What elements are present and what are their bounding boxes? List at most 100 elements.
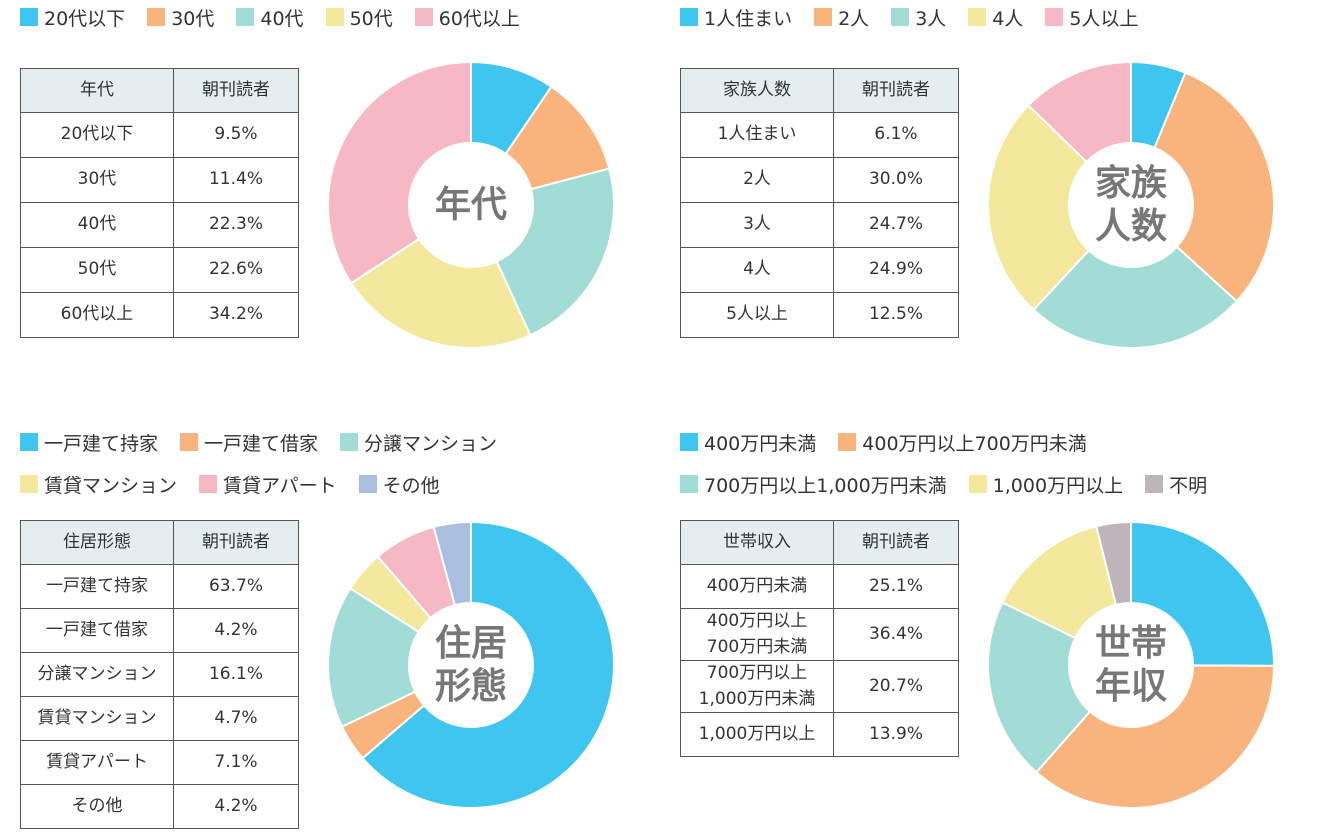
legend-item: 賃貸アパート (199, 471, 337, 497)
legend-item: 400万円未満 (680, 429, 816, 455)
table-row: 20代以下 9.5% (20, 112, 299, 158)
table-row: 一戸建て持家 63.7% (20, 564, 299, 609)
chart-panel: 1人住まい 2人 3人 4人 5人以上 家族人数 朝刊読者 1人住まい 6.1% 2人 30.0% 3… (680, 0, 1320, 410)
row-label: 一戸建て借家 (20, 608, 174, 653)
donut-slice (361, 520, 615, 809)
row-label: 賃貸マンション (20, 696, 174, 741)
row-label: 30代 (20, 157, 174, 203)
legend-swatch (1045, 8, 1064, 26)
legend-swatch (680, 475, 698, 493)
table-row: 賃貸アパート 7.1% (20, 740, 299, 785)
data-table: 世帯収入 朝刊読者 400万円未満 25.1% 400万円以上 700万円未満 36.4%… (680, 520, 959, 757)
legend-swatch (358, 475, 377, 493)
center-title: 年代 (434, 184, 507, 226)
row-value: 24.7% (833, 202, 959, 248)
row-value: 16.1% (173, 652, 299, 697)
legend-item: 20代以下 (20, 4, 125, 30)
donut (327, 520, 615, 809)
legend-item: 不明 (1145, 471, 1207, 497)
legend-label: 一戸建て借家 (204, 432, 319, 455)
donut-slice (327, 60, 472, 285)
donut-slice (1153, 71, 1275, 303)
table-row: 40代 22.3% (20, 202, 299, 248)
table-header-row: 年代 朝刊読者 (20, 68, 299, 113)
row-value: 4.7% (173, 696, 299, 741)
legend-label: 不明 (1169, 474, 1208, 497)
row-label: その他 (20, 784, 174, 829)
legend-swatch (968, 8, 987, 26)
legend-item: 5人以上 (1045, 4, 1138, 30)
donut-slice (1035, 664, 1276, 809)
legend-swatch (20, 8, 38, 26)
center-title: 世帯年収 (1094, 622, 1167, 707)
table-header-row: 世帯収入 朝刊読者 (680, 520, 959, 565)
row-value: 20.7% (833, 660, 959, 713)
table-header-row: 住居形態 朝刊読者 (20, 520, 299, 565)
table-header-row: 家族人数 朝刊読者 (680, 68, 959, 113)
legend: 20代以下 30代 40代 50代 60代以上 (20, 4, 620, 30)
legend-item: その他 (358, 471, 440, 497)
legend-item: 一戸建て持家 (20, 429, 158, 455)
row-value: 12.5% (833, 292, 959, 338)
legend-label: 2人 (838, 7, 870, 30)
table-header: 家族人数 (680, 68, 834, 113)
row-value: 34.2% (173, 292, 299, 338)
table-header: 住居形態 (20, 520, 174, 565)
legend: 400万円未満 400万円以上700万円未満 700万円以上1,000万円未満 1,0… (680, 429, 1320, 497)
table-header: 年代 (20, 68, 174, 113)
legend-swatch (1145, 475, 1164, 493)
row-value: 36.4% (833, 608, 959, 661)
donut-slice (987, 601, 1092, 774)
table-row: 一戸建て借家 4.2% (20, 608, 299, 653)
legend-item: 40代 (236, 4, 304, 30)
row-label: 20代以下 (20, 112, 174, 158)
table-header: 朝刊読者 (173, 520, 299, 565)
legend-item: 1,000万円以上 (968, 471, 1124, 497)
donut-slice (1095, 520, 1132, 607)
row-value: 22.6% (173, 247, 299, 293)
legend-swatch (838, 433, 857, 451)
row-value: 9.5% (173, 112, 299, 158)
row-value: 4.2% (173, 608, 299, 653)
legend-item: 3人 (891, 4, 946, 30)
legend-swatch (968, 475, 987, 493)
table-header: 朝刊読者 (833, 68, 959, 113)
donut (327, 60, 615, 349)
legend-swatch (680, 433, 698, 451)
row-label: 40代 (20, 202, 174, 248)
donut-slice (495, 167, 615, 337)
row-label: 3人 (680, 202, 834, 248)
donut (987, 60, 1275, 349)
table-row: 60代以上 34.2% (20, 292, 299, 338)
legend-label: その他 (382, 474, 440, 497)
legend-label: 60代以上 (438, 7, 520, 30)
row-value: 63.7% (173, 564, 299, 609)
row-label: 60代以上 (20, 292, 174, 338)
legend-swatch (814, 8, 833, 26)
legend-label: 1,000万円以上 (992, 474, 1124, 497)
chart-panel: 400万円未満 400万円以上700万円未満 700万円以上1,000万円未満 1,0… (680, 425, 1320, 834)
legend-item: 700万円以上1,000万円未満 (680, 471, 947, 497)
table-row: 700万円以上 1,000万円未満 20.7% (680, 660, 959, 713)
table-row: 1,000万円以上 13.9% (680, 712, 959, 757)
table-row: 分譲マンション 16.1% (20, 652, 299, 697)
legend-swatch (236, 8, 255, 26)
table-row: 4人 24.9% (680, 247, 959, 293)
table-header: 世帯収入 (680, 520, 834, 565)
legend-label: 20代以下 (44, 7, 126, 30)
legend-item: 1人住まい (680, 4, 792, 30)
legend-label: 賃貸アパート (223, 474, 337, 497)
table-row: 1人住まい 6.1% (680, 112, 959, 158)
legend-label: 3人 (915, 7, 947, 30)
legend-label: 4人 (992, 7, 1024, 30)
legend-item: 2人 (814, 4, 869, 30)
row-label: 5人以上 (680, 292, 834, 338)
legend-label: 一戸建て持家 (44, 432, 159, 455)
row-value: 11.4% (173, 157, 299, 203)
table-row: 賃貸マンション 4.7% (20, 696, 299, 741)
data-table: 家族人数 朝刊読者 1人住まい 6.1% 2人 30.0% 3人 24.7% 4人 24.9% 5人… (680, 68, 959, 338)
donut-slice (987, 103, 1091, 312)
legend-label: 分譲マンション (364, 432, 498, 455)
legend-item: 分譲マンション (340, 429, 497, 455)
row-label: 一戸建て持家 (20, 564, 174, 609)
